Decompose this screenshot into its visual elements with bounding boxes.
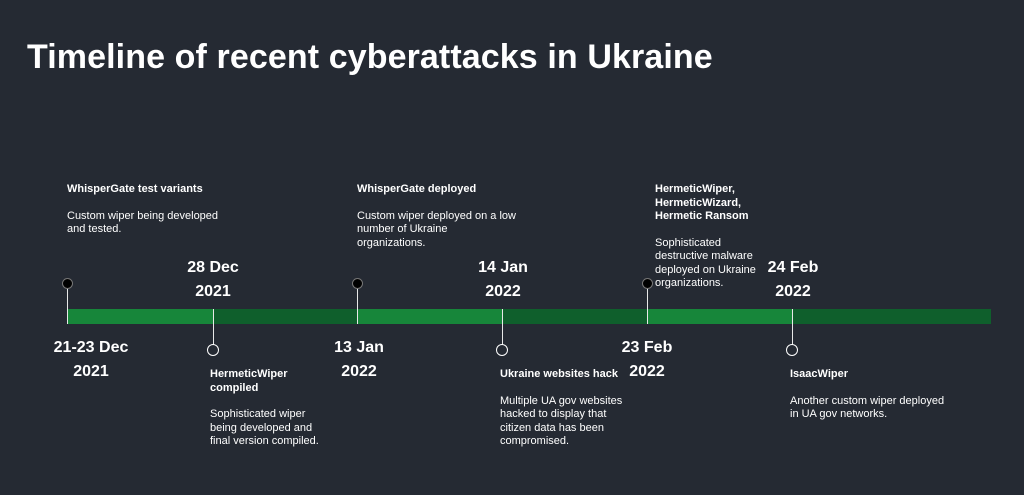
date-label: 24 Feb 2022 [767,259,819,300]
event-title: IsaacWiper [790,368,848,380]
marker-line [67,284,68,324]
event-hermeticwiper-compiled: HermeticWiper compiled Sophisticated wip… [210,368,350,449]
marker-line [647,284,648,324]
date-label: 23 Feb 2022 [621,339,673,380]
event-title: HermeticWiper compiled [210,368,288,394]
event-description: Custom wiper being developed and tested. [67,209,219,236]
event-title: HermeticWiper, HermeticWizard, Hermetic … [655,183,749,222]
event-title: Ukraine websites hack [500,368,619,380]
event-description: Custom wiper deployed on a low number of… [357,209,516,249]
timeline-bar [67,309,991,324]
marker-dot-filled [352,278,363,289]
marker-dot-open [786,344,798,356]
marker-dot-open [207,344,219,356]
marker-line [502,309,503,345]
page-title: Timeline of recent cyberattacks in Ukrai… [27,38,713,76]
marker-dot-open [496,344,508,356]
marker-dot-filled [62,278,73,289]
event-ukraine-websites-hack: Ukraine websites hack Multiple UA gov we… [500,368,660,449]
timeline-segment [357,309,502,324]
event-title: WhisperGate test variants [67,183,203,195]
timeline-segment [213,309,357,324]
timeline-segment [67,309,213,324]
event-description: Multiple UA gov websites hacked to displ… [500,394,623,448]
event-whispergate-test: WhisperGate test variants Custom wiper b… [67,183,267,237]
event-whispergate-deployed: WhisperGate deployed Custom wiper deploy… [357,183,557,250]
date-label: 21-23 Dec 2021 [53,339,129,380]
timeline-segment [793,309,991,324]
event-hermetic-malware: HermeticWiper, HermeticWizard, Hermetic … [655,183,795,291]
date-label: 13 Jan 2022 [334,339,384,380]
event-title: WhisperGate deployed [357,183,477,195]
date-label: 14 Jan 2022 [478,259,528,300]
marker-line [357,284,358,324]
marker-line [792,309,793,345]
marker-dot-filled [642,278,653,289]
event-description: Sophisticated wiper being developed and … [210,408,319,447]
timeline-segment [502,309,647,324]
event-description: Sophisticated destructive malware deploy… [655,236,756,290]
event-isaacwiper: IsaacWiper Another custom wiper deployed… [790,368,990,422]
marker-line [213,309,214,345]
date-label: 28 Dec 2021 [187,259,239,300]
event-description: Another custom wiper deployed in UA gov … [790,394,945,421]
timeline-segment [647,309,793,324]
